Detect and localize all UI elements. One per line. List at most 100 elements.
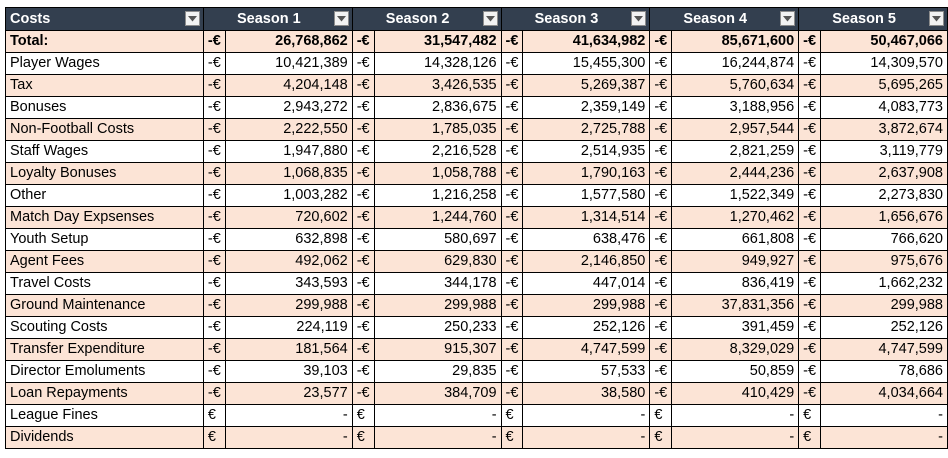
value-cell[interactable]: 4,747,599: [820, 338, 948, 361]
currency-cell[interactable]: -€: [500, 228, 524, 251]
row-label[interactable]: Staff Wages: [5, 140, 204, 163]
currency-cell[interactable]: -€: [202, 30, 226, 53]
currency-cell[interactable]: -€: [798, 74, 822, 97]
value-cell[interactable]: 1,003,282: [224, 184, 353, 207]
value-cell[interactable]: 384,709: [373, 382, 502, 405]
currency-cell[interactable]: -€: [202, 250, 226, 273]
value-cell[interactable]: 632,898: [224, 228, 353, 251]
currency-cell[interactable]: -€: [500, 272, 524, 295]
value-cell[interactable]: 5,760,634: [671, 74, 800, 97]
value-cell[interactable]: 3,872,674: [820, 118, 948, 141]
value-cell[interactable]: 1,662,232: [820, 272, 948, 295]
value-cell[interactable]: 85,671,600: [671, 30, 800, 53]
value-cell[interactable]: 915,307: [373, 338, 502, 361]
value-cell[interactable]: 344,178: [373, 272, 502, 295]
value-cell[interactable]: 31,547,482: [373, 30, 502, 53]
value-cell[interactable]: 2,444,236: [671, 162, 800, 185]
currency-cell[interactable]: -€: [500, 96, 524, 119]
currency-cell[interactable]: -€: [649, 140, 673, 163]
row-label[interactable]: Dividends: [5, 426, 204, 449]
currency-cell[interactable]: -€: [500, 52, 524, 75]
value-cell[interactable]: 766,620: [820, 228, 948, 251]
currency-cell[interactable]: -€: [500, 184, 524, 207]
value-cell[interactable]: 836,419: [671, 272, 800, 295]
value-cell[interactable]: 661,808: [671, 228, 800, 251]
currency-cell[interactable]: -€: [351, 162, 375, 185]
value-cell[interactable]: 1,785,035: [373, 118, 502, 141]
currency-cell[interactable]: €: [649, 404, 673, 427]
column-header-season-3[interactable]: Season 3: [500, 7, 651, 31]
value-cell[interactable]: 15,455,300: [522, 52, 651, 75]
value-cell[interactable]: 2,821,259: [671, 140, 800, 163]
currency-cell[interactable]: -€: [798, 382, 822, 405]
currency-cell[interactable]: -€: [649, 272, 673, 295]
value-cell[interactable]: 38,580: [522, 382, 651, 405]
value-cell[interactable]: 3,188,956: [671, 96, 800, 119]
value-cell[interactable]: 2,514,935: [522, 140, 651, 163]
currency-cell[interactable]: -€: [500, 140, 524, 163]
value-cell[interactable]: 252,126: [522, 316, 651, 339]
currency-cell[interactable]: -€: [649, 316, 673, 339]
value-cell[interactable]: 1,216,258: [373, 184, 502, 207]
currency-cell[interactable]: -€: [798, 294, 822, 317]
dropdown-arrow-icon[interactable]: [184, 11, 200, 26]
value-cell[interactable]: 720,602: [224, 206, 353, 229]
value-cell[interactable]: 1,068,835: [224, 162, 353, 185]
value-cell[interactable]: 39,103: [224, 360, 353, 383]
value-cell[interactable]: 299,988: [224, 294, 353, 317]
value-cell[interactable]: 949,927: [671, 250, 800, 273]
currency-cell[interactable]: -€: [649, 250, 673, 273]
currency-cell[interactable]: -€: [351, 30, 375, 53]
currency-cell[interactable]: -€: [500, 360, 524, 383]
row-label[interactable]: Match Day Expsenses: [5, 206, 204, 229]
currency-cell[interactable]: -€: [649, 206, 673, 229]
value-cell[interactable]: 410,429: [671, 382, 800, 405]
value-cell[interactable]: 5,269,387: [522, 74, 651, 97]
value-cell[interactable]: 2,146,850: [522, 250, 651, 273]
column-header-season-4[interactable]: Season 4: [649, 7, 800, 31]
column-header-costs[interactable]: Costs: [5, 7, 204, 31]
row-label[interactable]: Travel Costs: [5, 272, 204, 295]
value-cell[interactable]: 4,083,773: [820, 96, 948, 119]
currency-cell[interactable]: -€: [351, 206, 375, 229]
row-label[interactable]: Player Wages: [5, 52, 204, 75]
row-label[interactable]: Ground Maintenance: [5, 294, 204, 317]
value-cell[interactable]: 629,830: [373, 250, 502, 273]
value-cell[interactable]: 2,637,908: [820, 162, 948, 185]
value-cell[interactable]: 250,233: [373, 316, 502, 339]
value-cell[interactable]: 299,988: [373, 294, 502, 317]
value-cell[interactable]: 14,328,126: [373, 52, 502, 75]
value-cell[interactable]: 580,697: [373, 228, 502, 251]
value-cell[interactable]: -: [224, 404, 353, 427]
value-cell[interactable]: 10,421,389: [224, 52, 353, 75]
row-label[interactable]: Loan Repayments: [5, 382, 204, 405]
currency-cell[interactable]: €: [202, 426, 226, 449]
value-cell[interactable]: -: [224, 426, 353, 449]
currency-cell[interactable]: -€: [500, 338, 524, 361]
value-cell[interactable]: 1,314,514: [522, 206, 651, 229]
row-label[interactable]: Agent Fees: [5, 250, 204, 273]
currency-cell[interactable]: -€: [351, 96, 375, 119]
value-cell[interactable]: 2,222,550: [224, 118, 353, 141]
value-cell[interactable]: 299,988: [820, 294, 948, 317]
currency-cell[interactable]: -€: [202, 228, 226, 251]
value-cell[interactable]: 252,126: [820, 316, 948, 339]
row-label[interactable]: Bonuses: [5, 96, 204, 119]
currency-cell[interactable]: -€: [500, 382, 524, 405]
currency-cell[interactable]: -€: [649, 360, 673, 383]
value-cell[interactable]: 299,988: [522, 294, 651, 317]
row-label[interactable]: League Fines: [5, 404, 204, 427]
value-cell[interactable]: 181,564: [224, 338, 353, 361]
value-cell[interactable]: 23,577: [224, 382, 353, 405]
currency-cell[interactable]: -€: [500, 118, 524, 141]
currency-cell[interactable]: -€: [649, 96, 673, 119]
value-cell[interactable]: 41,634,982: [522, 30, 651, 53]
dropdown-arrow-icon[interactable]: [631, 11, 647, 26]
value-cell[interactable]: -: [373, 404, 502, 427]
value-cell[interactable]: 2,216,528: [373, 140, 502, 163]
currency-cell[interactable]: -€: [798, 316, 822, 339]
currency-cell[interactable]: -€: [798, 206, 822, 229]
currency-cell[interactable]: -€: [500, 250, 524, 273]
currency-cell[interactable]: -€: [649, 118, 673, 141]
currency-cell[interactable]: -€: [202, 74, 226, 97]
